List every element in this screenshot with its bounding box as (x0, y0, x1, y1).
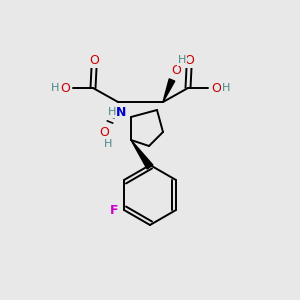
Text: H: H (178, 55, 186, 65)
Text: H: H (104, 139, 112, 149)
Text: O: O (211, 82, 221, 94)
Text: O: O (99, 125, 109, 139)
Text: H: H (222, 83, 230, 93)
Text: H: H (108, 107, 116, 117)
Text: O: O (89, 53, 99, 67)
Polygon shape (163, 79, 175, 102)
Text: O: O (60, 82, 70, 94)
Text: N: N (116, 106, 126, 118)
Text: O: O (171, 64, 181, 76)
Text: F: F (110, 203, 118, 217)
Text: O: O (184, 53, 194, 67)
Polygon shape (131, 140, 153, 169)
Text: H: H (51, 83, 59, 93)
